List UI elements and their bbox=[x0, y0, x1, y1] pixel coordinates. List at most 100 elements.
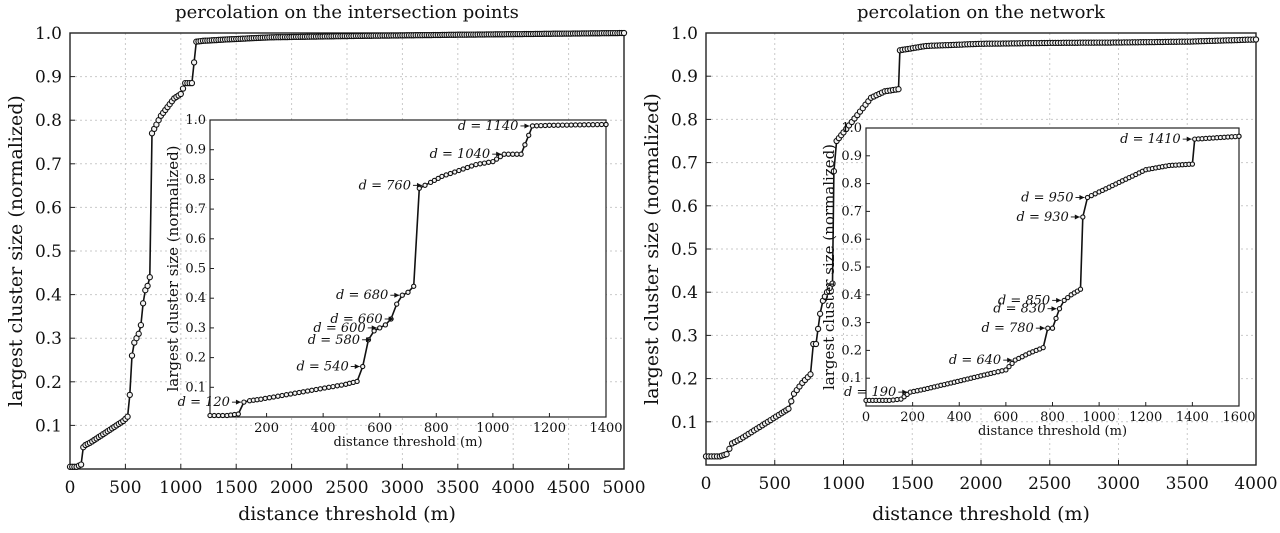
inset-x-tick-label: 600 bbox=[993, 410, 1018, 425]
inset-x-tick-label: 400 bbox=[947, 410, 972, 425]
data-point bbox=[144, 282, 151, 290]
inset-data-point bbox=[354, 378, 360, 385]
y-tick-label: 1.0 bbox=[671, 24, 698, 44]
x-axis-label: distance threshold (m) bbox=[872, 503, 1090, 525]
inset-x-tick-label: 1000 bbox=[1083, 410, 1116, 425]
x-tick-label: 2500 bbox=[1028, 474, 1071, 494]
y-tick-label: 0.7 bbox=[35, 155, 62, 175]
data-point bbox=[177, 90, 184, 98]
inset-annotation-label: d = 540 bbox=[296, 360, 348, 375]
inset-y-tick-label: 0.3 bbox=[185, 321, 206, 336]
data-point bbox=[137, 321, 145, 329]
inset-annotation-arrowhead bbox=[394, 292, 400, 298]
inset-data-point bbox=[360, 363, 366, 370]
inset-y-axis-label: largest cluster size (normalized) bbox=[164, 145, 182, 391]
inset-y-tick-label: 0.1 bbox=[841, 371, 862, 386]
inset-data-point bbox=[292, 390, 298, 396]
inset-data-point bbox=[279, 392, 285, 399]
data-point bbox=[188, 79, 196, 87]
x-tick-label: 0 bbox=[701, 474, 712, 494]
inset-annotation-label: d = 1040 bbox=[430, 147, 491, 162]
inset-data-point bbox=[215, 412, 222, 419]
inset-data-point bbox=[585, 122, 592, 128]
inset-y-tick-label: 0.5 bbox=[185, 262, 206, 277]
inset-data-point bbox=[304, 388, 311, 394]
data-point bbox=[812, 340, 820, 348]
inset-data-point bbox=[568, 122, 574, 128]
y-tick-label: 0.1 bbox=[671, 413, 698, 433]
inset-annotation-label: d = 780 bbox=[982, 321, 1034, 336]
inset-x-tick-label: 800 bbox=[1040, 410, 1065, 425]
y-tick-label: 0.8 bbox=[35, 111, 62, 131]
data-point bbox=[135, 330, 142, 337]
inset-data-point bbox=[603, 121, 609, 128]
data-point bbox=[807, 371, 814, 378]
x-tick-label: 1000 bbox=[822, 474, 865, 494]
chart-title: percolation on the intersection points bbox=[175, 2, 519, 23]
inset-data-point bbox=[326, 384, 332, 390]
inset-y-tick-label: 0.3 bbox=[841, 316, 862, 331]
x-tick-label: 3000 bbox=[381, 478, 424, 498]
inset-data-point bbox=[522, 142, 528, 148]
y-tick-label: 0.3 bbox=[35, 329, 62, 349]
inset-annotation-arrowhead bbox=[1039, 325, 1045, 331]
x-tick-label: 2000 bbox=[270, 478, 313, 498]
inset-data-point bbox=[510, 151, 516, 157]
y-tick-label: 0.2 bbox=[35, 373, 62, 393]
y-tick-label: 0.6 bbox=[671, 197, 698, 217]
inset-data-point bbox=[317, 386, 323, 392]
inset-annotation-label: d = 120 bbox=[178, 395, 230, 410]
inset-data-point bbox=[505, 151, 512, 157]
inset-y-tick-label: 0.5 bbox=[841, 260, 862, 275]
inset-annotation-label: d = 660 bbox=[330, 312, 382, 327]
inset-data-point bbox=[473, 161, 479, 168]
inset-x-tick-label: 200 bbox=[900, 410, 925, 425]
y-tick-label: 0.4 bbox=[671, 283, 698, 303]
y-tick-label: 0.2 bbox=[671, 370, 698, 390]
inset-data-point bbox=[220, 412, 226, 419]
data-point bbox=[823, 289, 831, 296]
data-point bbox=[826, 284, 833, 292]
inset-data-point bbox=[456, 167, 462, 174]
inset-data-point bbox=[1189, 161, 1196, 167]
inset-chart: 0 200 400 600 800 1000 1200 1400 1600 0.1 0.2 0.3 0.… bbox=[820, 121, 1256, 439]
inset-data-point bbox=[538, 122, 544, 129]
inset-chart: 200 400 600 800 1000 1200 1400 0.1 0.2 0.3 0.4 0.5 0… bbox=[164, 113, 623, 450]
inset-data-point bbox=[309, 387, 315, 393]
inset-x-tick-label: 1600 bbox=[1222, 410, 1255, 425]
inset-data-point bbox=[300, 389, 306, 395]
inset-y-tick-label: 0.8 bbox=[841, 177, 862, 192]
inset-annotation-arrowhead bbox=[235, 399, 241, 405]
inset-annotation-arrowhead bbox=[1079, 195, 1085, 200]
inset-data-point bbox=[1006, 363, 1012, 370]
x-tick-label: 1500 bbox=[215, 478, 258, 498]
inset-annotation-label: d = 950 bbox=[1021, 191, 1073, 206]
inset-y-axis-label: largest cluster size (normalized) bbox=[820, 144, 838, 390]
data-point bbox=[895, 86, 902, 93]
inset-data-point bbox=[555, 122, 561, 128]
data-point bbox=[814, 325, 822, 333]
inset-annotation-label: d = 680 bbox=[336, 288, 388, 303]
inset-x-tick-label: 200 bbox=[254, 421, 279, 436]
inset-data-point bbox=[559, 122, 566, 128]
inset-data-point bbox=[1009, 360, 1015, 367]
inset-data-point bbox=[275, 393, 281, 399]
left-chart: percolation on the intersection points 0 5… bbox=[5, 2, 646, 525]
inset-annotation-arrowhead bbox=[496, 151, 502, 157]
inset-data-point bbox=[534, 123, 540, 129]
inset-x-tick-label: 0 bbox=[862, 410, 870, 425]
y-tick-label: 0.9 bbox=[35, 68, 62, 88]
inset-annotation-label: d = 760 bbox=[359, 178, 411, 193]
inset-y-tick-label: 0.1 bbox=[185, 380, 206, 395]
inset-data-point bbox=[338, 382, 345, 388]
inset-y-tick-label: 0.4 bbox=[841, 288, 862, 303]
inset-data-point bbox=[447, 170, 454, 177]
inset-annotation-label: d = 580 bbox=[308, 333, 360, 348]
inset-data-point bbox=[1080, 214, 1086, 220]
inset-y-tick-label: 0.8 bbox=[185, 172, 206, 187]
inset-annotation-arrowhead bbox=[524, 123, 530, 129]
inset-annotation-arrowhead bbox=[1186, 136, 1192, 142]
inset-data-point bbox=[598, 121, 605, 128]
